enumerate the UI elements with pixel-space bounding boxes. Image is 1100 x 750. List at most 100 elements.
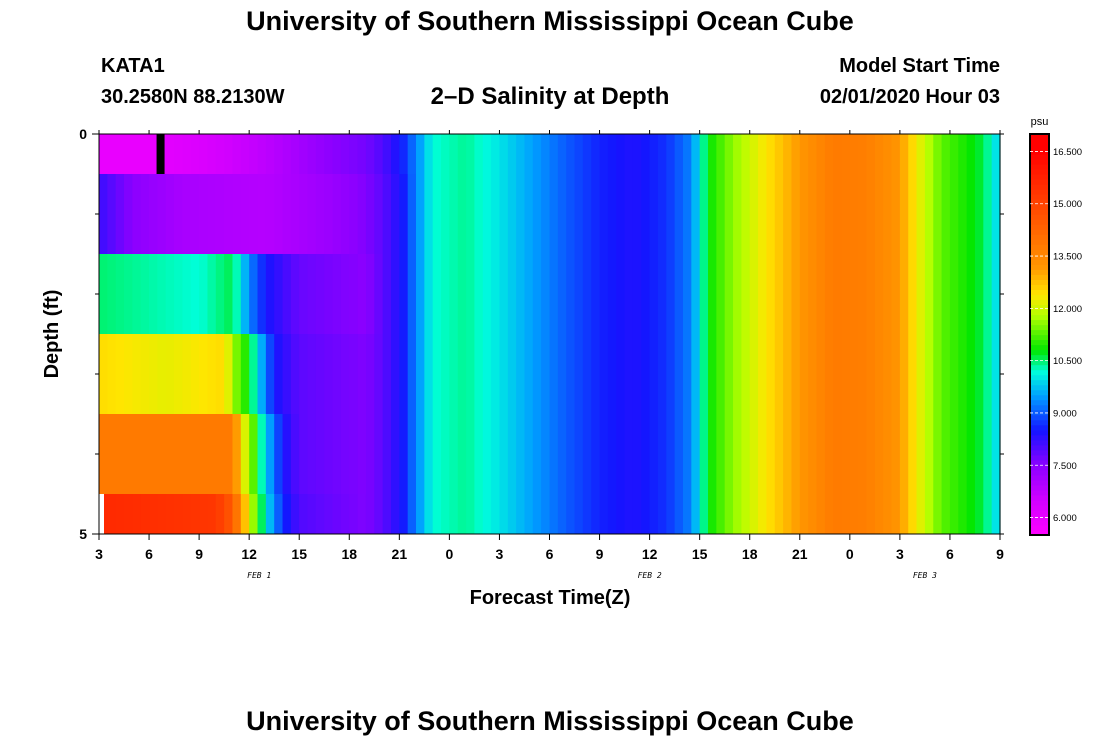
chart-title: 2–D Salinity at Depth (430, 83, 670, 110)
colorbar-segment (1030, 319, 1049, 326)
heatmap-cell (958, 334, 968, 414)
heatmap-cell (99, 334, 108, 414)
colorbar-segment (1030, 139, 1049, 145)
heatmap-cell (741, 174, 751, 254)
heatmap-cell (741, 414, 751, 494)
heatmap-cell (482, 414, 492, 494)
heatmap-cell (682, 174, 692, 254)
heatmap-cell (691, 254, 701, 334)
heatmap-cell (699, 174, 709, 254)
heatmap-cell (582, 414, 592, 494)
heatmap-cell (507, 174, 517, 254)
heatmap-cell (649, 134, 659, 174)
heatmap-cell (766, 134, 776, 174)
heatmap-cell (758, 414, 767, 494)
heatmap-cell (733, 254, 742, 334)
heatmap-cell (849, 134, 859, 174)
heatmap-cell (599, 134, 609, 174)
heatmap-cell (749, 254, 759, 334)
heatmap-cell (833, 334, 843, 414)
heatmap-cell (132, 414, 142, 494)
heatmap-cell (883, 334, 893, 414)
heatmap-cell (290, 254, 300, 334)
heatmap-cell (232, 414, 242, 494)
heatmap-cell (866, 134, 876, 174)
heatmap-cell (858, 134, 868, 174)
heatmap-cell (257, 494, 267, 534)
heatmap-cell (174, 134, 184, 174)
heatmap-cell (624, 174, 634, 254)
heatmap-cell (966, 134, 976, 174)
heatmap-cell (733, 134, 742, 174)
heatmap-cell (190, 414, 200, 494)
heatmap-cell (849, 334, 859, 414)
heatmap-cell (557, 494, 567, 534)
heatmap-cell (140, 414, 150, 494)
heatmap-cell (407, 174, 417, 254)
heatmap-cell (599, 494, 609, 534)
colorbar-segment (1030, 399, 1049, 406)
x-tick-label: 3 (95, 546, 103, 562)
heatmap-cell (107, 174, 117, 254)
heatmap-cell (524, 334, 534, 414)
heatmap-cell (299, 414, 309, 494)
heatmap-cell (441, 334, 450, 414)
heatmap-cell (307, 254, 317, 334)
heatmap-cell (699, 414, 709, 494)
heatmap-cell (224, 174, 234, 254)
x-tick-label: 9 (996, 546, 1004, 562)
heatmap-cell (491, 254, 501, 334)
heatmap-cell (791, 334, 801, 414)
heatmap-cell (783, 174, 793, 254)
heatmap-cell (274, 174, 284, 254)
heatmap-cell (416, 414, 425, 494)
heatmap-cell (591, 494, 601, 534)
colorbar-segment (1030, 469, 1049, 476)
heatmap-cell (566, 174, 576, 254)
heatmap-cell (983, 254, 993, 334)
heatmap-cell (190, 334, 200, 414)
heatmap-cell (441, 174, 450, 254)
y-axis-label: Depth (ft) (41, 290, 63, 379)
heatmap-cell (649, 494, 659, 534)
heatmap-cell (849, 494, 859, 534)
heatmap-cell (883, 494, 893, 534)
heatmap-cell (933, 174, 943, 254)
heatmap-cell (566, 134, 576, 174)
heatmap-cell (532, 334, 542, 414)
x-tick-label: 12 (241, 546, 257, 562)
heatmap-cell (958, 254, 968, 334)
heatmap-cell (549, 174, 559, 254)
colorbar-tick-label: 9.000 (1053, 408, 1077, 419)
heatmap-cell (340, 174, 350, 254)
heatmap-cell (974, 174, 984, 254)
heatmap-cell (691, 414, 701, 494)
heatmap-cell (491, 334, 501, 414)
heatmap-cell (624, 134, 634, 174)
heatmap-cell (674, 414, 684, 494)
heatmap-cell (624, 254, 634, 334)
heatmap-cell (908, 254, 918, 334)
colorbar-segment (1030, 259, 1049, 265)
heatmap-cell (441, 414, 450, 494)
heatmap-cell (424, 174, 434, 254)
heatmap-cell (190, 254, 200, 334)
heatmap-cell (641, 334, 651, 414)
footer-title: University of Southern Mississippi Ocean… (246, 706, 854, 736)
x-tick-label: 6 (546, 546, 554, 562)
heatmap-cell (149, 174, 158, 254)
heatmap-cell (566, 254, 576, 334)
heatmap-cell (858, 414, 868, 494)
heatmap-cell (174, 174, 184, 254)
heatmap-cell (424, 494, 434, 534)
heatmap-cell (899, 174, 909, 254)
heatmap-cell (916, 494, 926, 534)
heatmap-cell (791, 414, 801, 494)
heatmap-cell (824, 174, 834, 254)
heatmap-cell (507, 134, 517, 174)
colorbar-segment (1030, 274, 1049, 280)
heatmap-cell (357, 414, 367, 494)
heatmap-cell (499, 174, 509, 254)
page-title: University of Southern Mississippi Ocean… (246, 6, 854, 36)
